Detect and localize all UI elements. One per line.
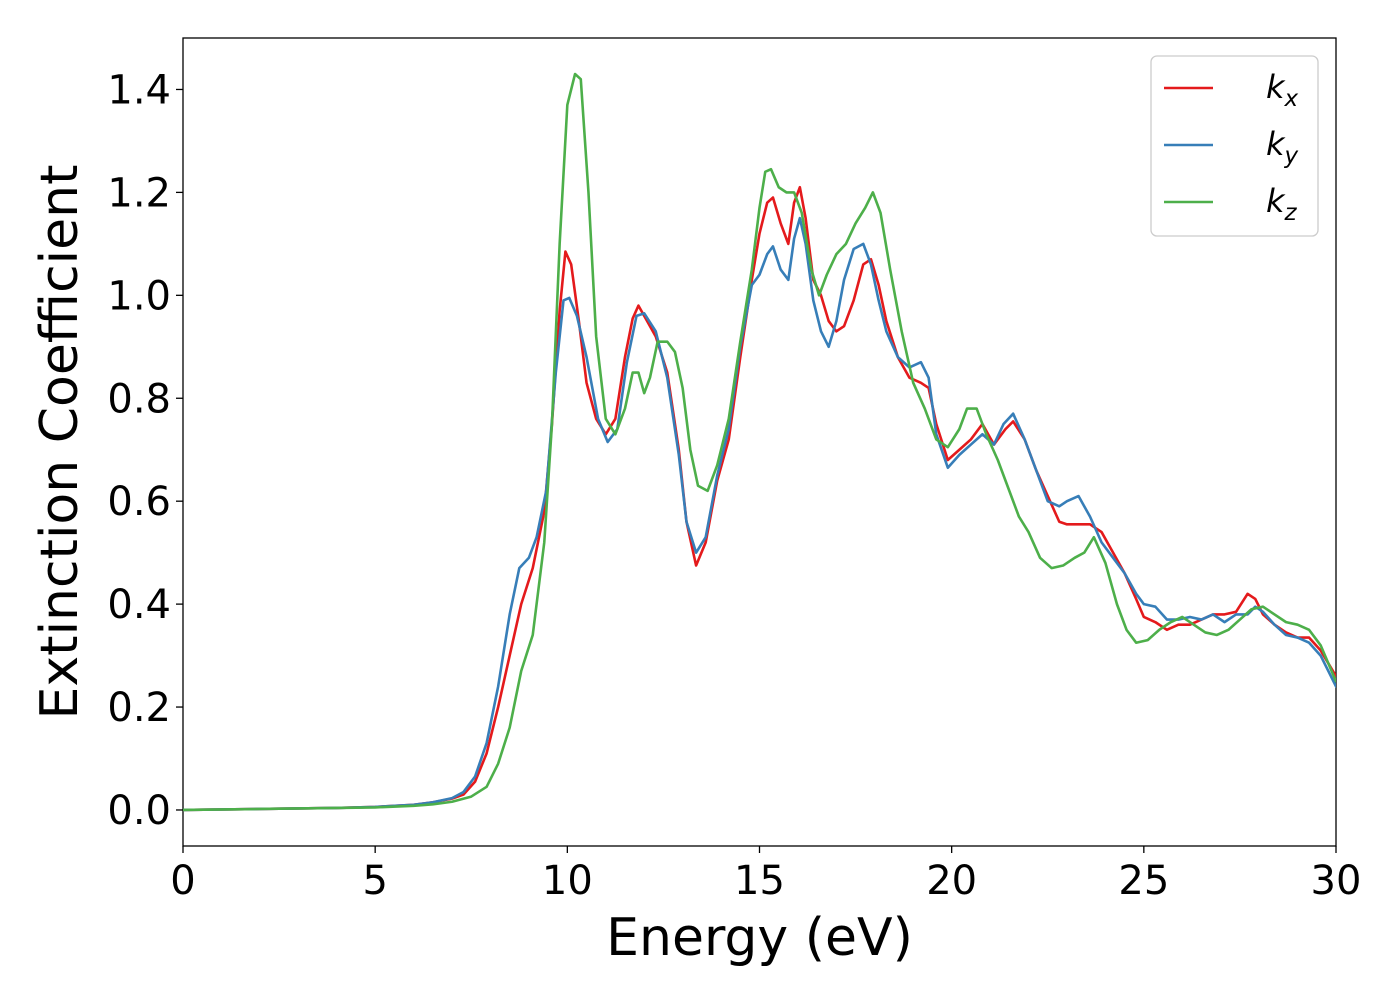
x-tick-label: 25: [1118, 858, 1169, 904]
y-tick-label: 0.4: [107, 582, 171, 628]
y-tick-label: 0.6: [107, 479, 171, 525]
legend-label-ky: ky: [1266, 125, 1299, 169]
y-tick-label: 0.8: [107, 376, 171, 422]
series-line-ky: [183, 216, 1336, 812]
series-line-kz: [183, 72, 1336, 812]
legend-box: [1150, 55, 1319, 237]
x-tick-label: 5: [362, 858, 387, 904]
x-tick-label: 10: [542, 858, 593, 904]
legend-label-kx: kx: [1266, 68, 1299, 112]
y-tick-label: 1.2: [107, 170, 171, 216]
x-axis-title: Energy (eV): [606, 908, 913, 968]
legend-label-kz: kz: [1266, 182, 1298, 226]
y-tick-label: 1.0: [107, 273, 171, 319]
x-tick-label: 20: [926, 858, 977, 904]
x-axis: 0 5 10 15 20 25 30: [170, 846, 1361, 904]
y-tick-label: 0.0: [107, 788, 171, 834]
legend: kx ky kz: [1150, 55, 1319, 237]
series-line-kx: [183, 185, 1336, 812]
y-tick-label: 0.2: [107, 685, 171, 731]
y-axis-title: Extinction Coefficient: [30, 165, 90, 720]
series-layer: [183, 72, 1336, 812]
x-tick-label: 0: [170, 858, 195, 904]
y-axis: 0.0 0.2 0.4 0.6 0.8 1.0 1.2 1.4: [107, 67, 183, 834]
y-tick-label: 1.4: [107, 67, 171, 113]
x-tick-label: 30: [1311, 858, 1362, 904]
x-tick-label: 15: [734, 858, 785, 904]
